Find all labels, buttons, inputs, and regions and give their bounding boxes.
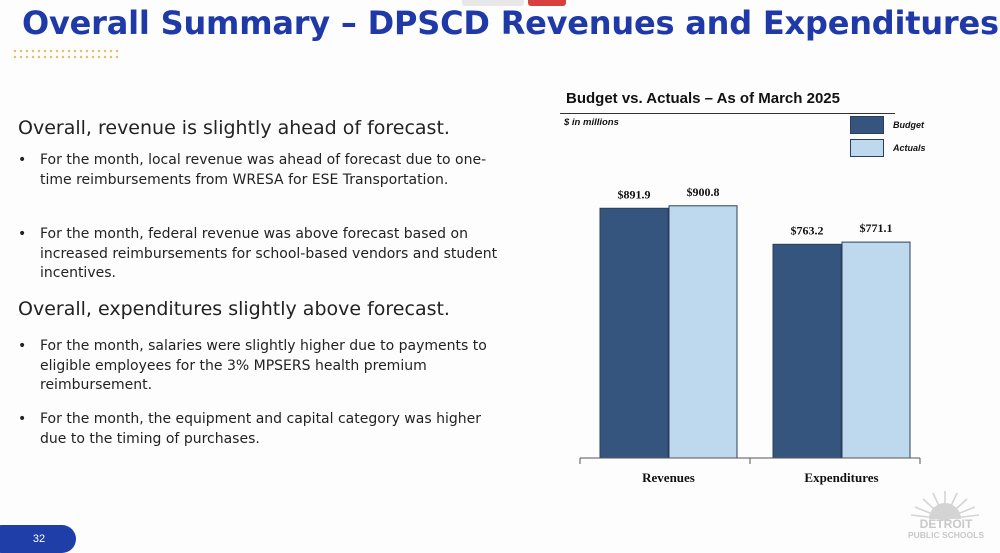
top-badge-left [462,0,524,6]
page-number-badge: 32 [0,525,76,553]
category-label-expenditures: Expenditures [804,470,878,485]
revenue-heading: Overall, revenue is slightly ahead of fo… [18,117,450,139]
revenue-bullet-2: • For the month, federal revenue was abo… [18,225,508,284]
bullet-text: For the month, the equipment and capital… [40,411,481,447]
legend-label-actuals: Actuals [893,143,926,153]
bar-budget-revenues [599,207,669,459]
slide-title: Overall Summary – DPSCD Revenues and Exp… [22,4,999,42]
page-number: 32 [32,533,46,545]
data-label-actuals-expenditures: $771.1 [860,221,893,235]
data-label-actuals-revenues: $900.8 [687,185,720,199]
revenue-bullet-1: • For the month, local revenue was ahead… [18,151,508,190]
bar-actuals-expenditures [841,241,911,459]
bullet-text: For the month, salaries were slightly hi… [40,338,487,393]
bullet-glyph: • [18,226,27,242]
data-label-budget-expenditures: $763.2 [791,223,824,237]
top-badge-right [528,0,566,6]
bullet-glyph: • [18,152,27,168]
expenditure-heading: Overall, expenditures slightly above for… [18,298,450,320]
sunburst-logo-icon [910,491,980,520]
bar-chart: $891.9 $900.8 Revenues $763.2 $771.1 Expendit… [579,185,921,485]
bar-budget-expenditures [772,243,842,459]
logo-text-line-2: PUBLIC SCHOOLS [907,530,985,540]
bullet-glyph: • [18,411,27,427]
bullet-text: For the month, federal revenue was above… [40,226,498,281]
bullet-glyph: • [18,338,27,354]
chart-title: Budget vs. Actuals – As of March 2025 [566,90,840,107]
district-logo-text: DETROIT PUBLIC SCHOOLS [898,517,994,541]
legend-swatch-budget [850,116,884,134]
bar-actuals-revenues [668,205,738,459]
expenditure-bullet-2: • For the month, the equipment and capit… [18,410,508,449]
chart-title-underline [560,113,895,114]
decorative-dots [12,48,120,60]
expenditure-bullet-1: • For the month, salaries were slightly … [18,337,508,396]
data-label-budget-revenues: $891.9 [618,187,651,201]
legend-label-budget: Budget [893,120,924,130]
legend-swatch-actuals [850,139,884,157]
bullet-text: For the month, local revenue was ahead o… [40,152,487,188]
category-label-revenues: Revenues [642,470,695,485]
top-badges [462,0,566,6]
logo-text-line-1: DETROIT [919,517,973,531]
chart-unit-note: $ in millions [564,117,619,128]
